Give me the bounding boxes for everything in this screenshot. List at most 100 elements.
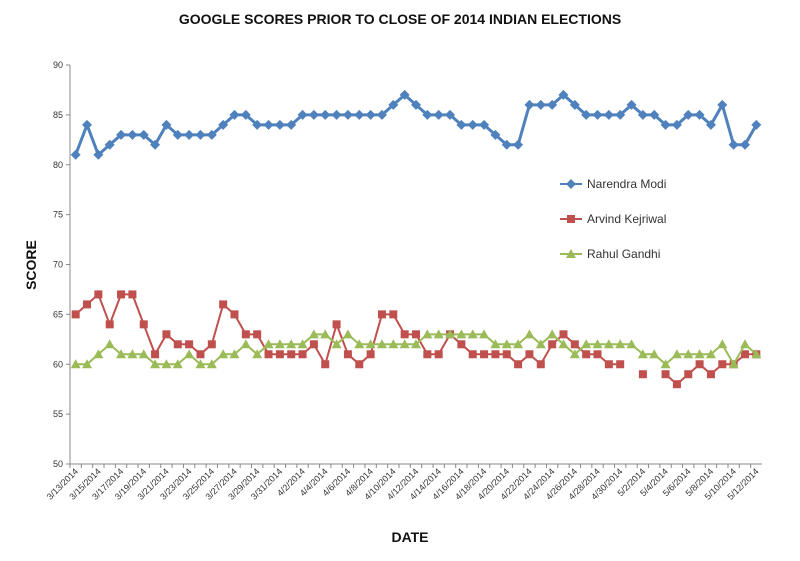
square-marker [355, 360, 364, 369]
y-tick-label: 80 [53, 160, 63, 170]
triangle-marker [150, 359, 161, 369]
diamond-marker [422, 109, 433, 120]
diamond-marker [739, 139, 750, 150]
diamond-marker [490, 129, 501, 140]
triangle-marker [467, 329, 478, 339]
y-tick-label: 85 [53, 110, 63, 120]
diamond-marker [297, 109, 308, 120]
y-tick-label: 55 [53, 409, 63, 419]
y-axis-label: SCORE [23, 240, 39, 290]
triangle-marker [581, 339, 592, 349]
square-marker [139, 320, 148, 329]
triangle-marker [342, 329, 353, 339]
diamond-marker [728, 139, 739, 150]
triangle-marker [218, 349, 229, 359]
diamond-marker [467, 119, 478, 130]
diamond-marker [479, 119, 490, 130]
diamond-marker [82, 119, 93, 130]
triangle-marker [513, 339, 524, 349]
triangle-marker [558, 339, 569, 349]
y-tick-label: 60 [53, 359, 63, 369]
square-marker [604, 360, 613, 369]
triangle-marker [263, 339, 274, 349]
square-marker [298, 350, 307, 359]
square-marker [468, 350, 477, 359]
triangle-marker [751, 349, 762, 359]
square-marker [185, 340, 194, 349]
diamond-marker [184, 129, 195, 140]
square-marker [536, 360, 545, 369]
square-marker [366, 350, 375, 359]
diamond-marker [705, 119, 716, 130]
diamond-marker [603, 109, 614, 120]
diamond-marker [365, 109, 376, 120]
triangle-marker [603, 339, 614, 349]
triangle-marker [104, 339, 115, 349]
triangle-marker [411, 339, 421, 349]
triangle-marker [195, 359, 206, 369]
diamond-marker [433, 109, 444, 120]
triangle-marker [70, 359, 81, 369]
square-marker [672, 380, 681, 389]
square-marker [480, 350, 489, 359]
diamond-marker [445, 109, 456, 120]
diamond-marker [286, 119, 297, 130]
triangle-marker [592, 339, 603, 349]
square-marker [173, 340, 182, 349]
square-marker [695, 360, 704, 369]
triangle-marker [93, 349, 104, 359]
square-marker [661, 370, 670, 379]
diamond-marker [513, 139, 524, 150]
diamond-marker [116, 129, 127, 140]
diamond-marker [615, 109, 626, 120]
square-marker [83, 300, 92, 309]
diamond-marker [252, 119, 263, 130]
triangle-marker [637, 349, 648, 359]
square-marker [514, 360, 523, 369]
diamond-marker [581, 109, 592, 120]
triangle-marker [694, 349, 705, 359]
square-marker [275, 350, 284, 359]
square-marker [525, 350, 534, 359]
diamond-marker [308, 109, 319, 120]
series-narendra-modi [70, 89, 762, 160]
diamond-marker [104, 139, 115, 150]
triangle-marker [728, 359, 739, 369]
triangle-marker [184, 349, 195, 359]
square-marker [264, 350, 273, 359]
diamond-marker [558, 89, 569, 100]
diamond-marker [524, 99, 535, 110]
diamond-marker [331, 109, 342, 120]
square-marker [423, 350, 432, 359]
triangle-marker [161, 359, 172, 369]
triangle-marker [456, 329, 467, 339]
square-marker [593, 350, 602, 359]
diamond-marker [399, 89, 410, 100]
diamond-marker [626, 99, 637, 110]
triangle-marker [501, 339, 512, 349]
diamond-marker [694, 109, 705, 120]
triangle-marker [172, 359, 183, 369]
diamond-marker [342, 109, 353, 120]
square-marker [616, 360, 625, 369]
square-marker [684, 370, 693, 379]
square-marker [321, 360, 330, 369]
triangle-marker [739, 339, 750, 349]
square-marker [400, 330, 409, 339]
square-marker [230, 310, 239, 319]
triangle-marker [331, 339, 342, 349]
diamond-marker [388, 99, 399, 110]
square-marker [117, 290, 126, 299]
square-marker [207, 340, 216, 349]
triangle-marker [524, 329, 535, 339]
diamond-marker [751, 119, 762, 130]
triangle-marker [376, 339, 387, 349]
diamond-marker [320, 109, 331, 120]
square-marker [309, 340, 318, 349]
diamond-marker [218, 119, 229, 130]
y-tick-label: 75 [53, 210, 63, 220]
triangle-marker [240, 339, 251, 349]
square-marker [332, 320, 341, 329]
diamond-marker [456, 119, 467, 130]
